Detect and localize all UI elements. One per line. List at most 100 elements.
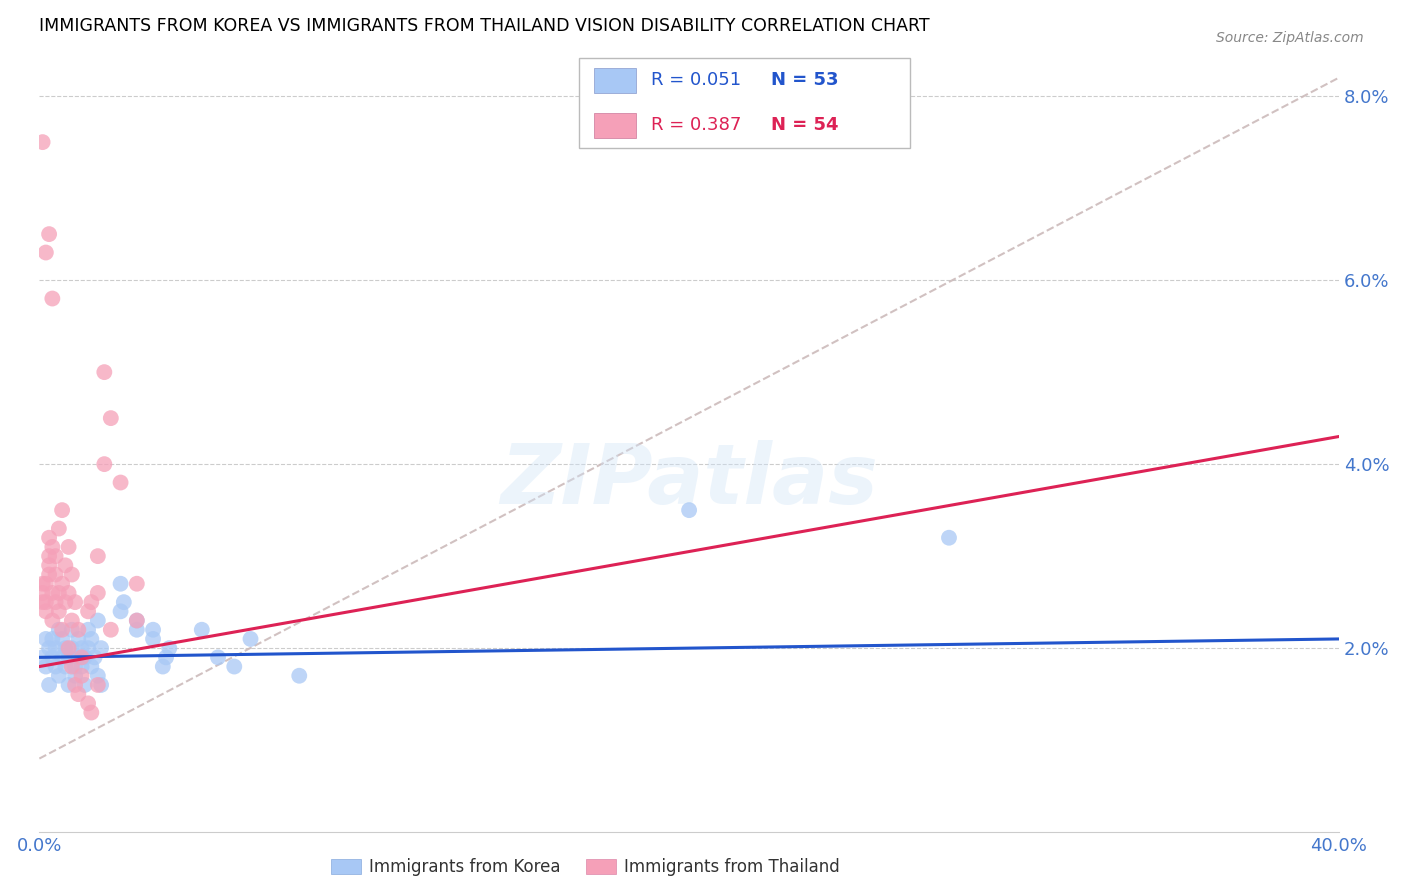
Point xyxy=(80,595,103,609)
Point xyxy=(41,292,63,306)
Point xyxy=(87,614,110,628)
Text: IMMIGRANTS FROM KOREA VS IMMIGRANTS FROM THAILAND VISION DISABILITY CORRELATION : IMMIGRANTS FROM KOREA VS IMMIGRANTS FROM… xyxy=(39,17,929,35)
Text: ZIPatlas: ZIPatlas xyxy=(501,440,877,521)
Point xyxy=(48,623,70,637)
Point xyxy=(58,678,80,692)
Point xyxy=(142,623,165,637)
Point xyxy=(77,623,100,637)
Point xyxy=(93,457,115,471)
Point xyxy=(288,669,311,683)
Point xyxy=(70,650,93,665)
Point xyxy=(63,669,86,683)
FancyBboxPatch shape xyxy=(595,113,636,138)
Point xyxy=(60,614,83,628)
Point xyxy=(191,623,214,637)
Point xyxy=(77,697,100,711)
Point xyxy=(31,586,53,600)
Point xyxy=(67,650,90,665)
Point xyxy=(77,641,100,656)
Point xyxy=(63,659,86,673)
Point xyxy=(87,678,110,692)
Point xyxy=(41,650,63,665)
Point xyxy=(678,503,700,517)
Point xyxy=(67,623,90,637)
Point xyxy=(41,586,63,600)
Point xyxy=(58,540,80,554)
Point xyxy=(67,687,90,701)
Point xyxy=(41,614,63,628)
Point xyxy=(38,567,60,582)
Point xyxy=(70,641,93,656)
Point xyxy=(125,623,148,637)
Point xyxy=(100,623,122,637)
Point xyxy=(83,650,105,665)
Point xyxy=(38,227,60,241)
Point xyxy=(224,659,246,673)
Point xyxy=(58,586,80,600)
Point xyxy=(80,706,103,720)
Point xyxy=(60,567,83,582)
Point xyxy=(45,659,67,673)
Point xyxy=(31,135,53,149)
Point xyxy=(31,576,53,591)
Point xyxy=(48,669,70,683)
Point xyxy=(51,503,73,517)
Point xyxy=(110,604,132,618)
Point xyxy=(45,567,67,582)
Point xyxy=(45,549,67,563)
Point xyxy=(35,245,58,260)
Point xyxy=(67,632,90,646)
Point xyxy=(35,595,58,609)
Point xyxy=(38,531,60,545)
Point xyxy=(100,411,122,425)
Point xyxy=(63,595,86,609)
Point xyxy=(31,650,53,665)
Point xyxy=(157,641,180,656)
Point xyxy=(38,678,60,692)
Point xyxy=(35,632,58,646)
Point xyxy=(51,650,73,665)
Point xyxy=(93,365,115,379)
Point xyxy=(60,623,83,637)
Point xyxy=(70,659,93,673)
Text: N = 54: N = 54 xyxy=(770,116,838,135)
Point xyxy=(70,669,93,683)
Point xyxy=(60,641,83,656)
Text: R = 0.051: R = 0.051 xyxy=(651,71,741,89)
Point xyxy=(142,632,165,646)
FancyBboxPatch shape xyxy=(595,68,636,93)
Point xyxy=(38,558,60,573)
Point xyxy=(58,641,80,656)
Point xyxy=(48,522,70,536)
Point xyxy=(125,614,148,628)
Point xyxy=(51,576,73,591)
Point xyxy=(51,632,73,646)
Point xyxy=(73,678,96,692)
Point xyxy=(45,641,67,656)
Point xyxy=(152,659,174,673)
Point xyxy=(60,659,83,673)
Point xyxy=(48,604,70,618)
Point xyxy=(35,659,58,673)
Point xyxy=(87,549,110,563)
Point xyxy=(38,641,60,656)
Point xyxy=(155,650,177,665)
Point xyxy=(207,650,229,665)
Point xyxy=(87,586,110,600)
Point xyxy=(112,595,135,609)
Point xyxy=(53,641,76,656)
Point xyxy=(53,659,76,673)
Point xyxy=(87,669,110,683)
Point xyxy=(110,576,132,591)
Point xyxy=(35,576,58,591)
Point xyxy=(63,678,86,692)
Point xyxy=(125,614,148,628)
Text: Source: ZipAtlas.com: Source: ZipAtlas.com xyxy=(1216,31,1364,45)
Point xyxy=(239,632,262,646)
Point xyxy=(38,549,60,563)
Point xyxy=(90,678,112,692)
Text: N = 53: N = 53 xyxy=(770,71,838,89)
Point xyxy=(80,632,103,646)
Text: R = 0.387: R = 0.387 xyxy=(651,116,742,135)
Point xyxy=(51,623,73,637)
